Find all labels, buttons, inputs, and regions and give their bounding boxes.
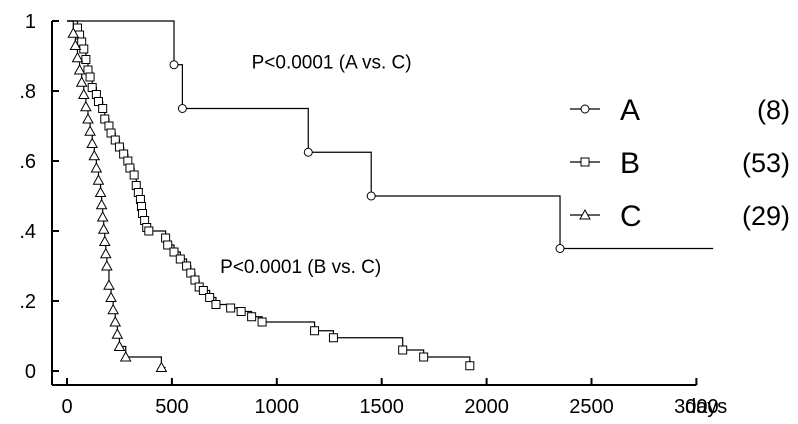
y-tick-label: .4 <box>19 221 36 243</box>
legend-item-b: B (53) <box>570 147 790 180</box>
legend-item-c: C (29) <box>570 200 790 233</box>
censor-mark-triangle <box>90 161 103 173</box>
censor-mark-circle <box>555 244 565 253</box>
censor-mark-triangle <box>155 361 168 372</box>
censor-mark-circle <box>177 104 187 113</box>
censor-mark-square <box>465 361 475 371</box>
x-tick-label: 2000 <box>464 396 509 418</box>
legend-count: (8) <box>757 95 790 125</box>
x-tick-label: 2500 <box>569 396 614 418</box>
censor-mark-triangle <box>92 174 105 185</box>
censor-mark-triangle <box>579 208 591 220</box>
series-c <box>67 20 168 372</box>
legend-count: (53) <box>742 148 790 178</box>
censor-mark-square <box>205 293 215 302</box>
censor-mark-triangle <box>103 279 115 290</box>
censor-mark-square <box>328 333 338 343</box>
censor-mark-triangle <box>69 39 82 50</box>
censor-mark-square <box>226 303 236 313</box>
censor-mark-square <box>398 345 408 355</box>
censor-mark-triangle <box>109 315 122 327</box>
legend: A (8) B (53) C (29) <box>570 94 790 233</box>
censor-mark-triangle <box>101 259 113 271</box>
censor-mark-triangle <box>84 125 96 136</box>
censor-mark-square <box>79 44 89 54</box>
p-value-annotation: P<0.0001 (B vs. C) <box>220 257 381 278</box>
censor-mark-triangle <box>94 186 107 197</box>
censor-mark-square <box>81 55 91 64</box>
legend-label: C <box>620 200 642 233</box>
censor-mark-triangle <box>95 198 108 210</box>
censor-mark-circle <box>303 147 313 157</box>
censor-mark-square <box>129 170 139 180</box>
censor-mark-triangle <box>86 137 99 148</box>
censor-mark-square <box>198 286 208 295</box>
annotations: P<0.0001 (A vs. C) P<0.0001 (B vs. C) <box>220 52 411 278</box>
censor-mark-triangle <box>77 88 90 99</box>
censor-mark-triangle <box>75 76 88 87</box>
legend-label: B <box>620 147 640 180</box>
censor-mark-triangle <box>96 210 109 222</box>
censor-mark-triangle <box>80 100 92 112</box>
censor-mark-triangle <box>119 350 132 362</box>
x-tick-label: 1500 <box>359 396 404 418</box>
censor-mark-square <box>98 104 108 113</box>
censor-mark-triangle <box>88 149 101 161</box>
censor-mark-square <box>580 157 590 167</box>
censor-mark-triangle <box>97 223 110 234</box>
censor-mark-square <box>85 72 95 82</box>
x-tick-label: 500 <box>155 396 188 418</box>
series-b <box>67 20 475 371</box>
y-tick-label: 1 <box>25 11 36 33</box>
censor-mark-triangle <box>82 112 94 124</box>
censor-mark-circle <box>366 191 376 201</box>
x-tick-label: 0 <box>61 396 72 418</box>
censor-mark-circle <box>169 60 179 70</box>
x-tick-label: 1000 <box>255 396 300 418</box>
censor-mark-square <box>175 254 185 264</box>
censor-mark-triangle <box>99 247 112 259</box>
censor-mark-square <box>211 300 221 309</box>
censor-mark-square <box>144 226 154 236</box>
legend-count: (29) <box>742 201 790 231</box>
legend-item-a: A (8) <box>570 94 790 127</box>
censor-mark-triangle <box>113 340 126 351</box>
censor-mark-triangle <box>105 291 117 302</box>
censor-mark-square <box>163 240 173 250</box>
x-tick-label: 3000 <box>674 396 719 418</box>
y-tick-label: .6 <box>19 151 36 173</box>
y-tick-label: .2 <box>19 291 36 313</box>
censor-mark-triangle <box>111 328 124 339</box>
censor-mark-triangle <box>107 303 120 315</box>
censor-mark-square <box>419 352 429 362</box>
legend-label: A <box>620 94 640 127</box>
survival-curve-a <box>67 20 714 250</box>
series-a <box>67 20 714 253</box>
x-axis-title: days <box>685 396 727 418</box>
censor-mark-square <box>236 307 246 316</box>
censor-mark-triangle <box>67 27 80 38</box>
censor-mark-triangle <box>98 235 111 246</box>
y-tick-label: 0 <box>25 361 36 383</box>
censor-mark-circle <box>580 104 590 114</box>
censor-mark-square <box>247 312 257 322</box>
y-tick-label: .8 <box>19 81 36 103</box>
censor-mark-square <box>257 317 267 327</box>
survival-curves <box>67 20 714 372</box>
censor-mark-square <box>169 247 179 257</box>
censor-mark-triangle <box>73 63 86 75</box>
censor-mark-triangle <box>71 51 84 63</box>
censor-mark-square <box>310 326 320 336</box>
p-value-annotation: P<0.0001 (A vs. C) <box>252 52 412 73</box>
